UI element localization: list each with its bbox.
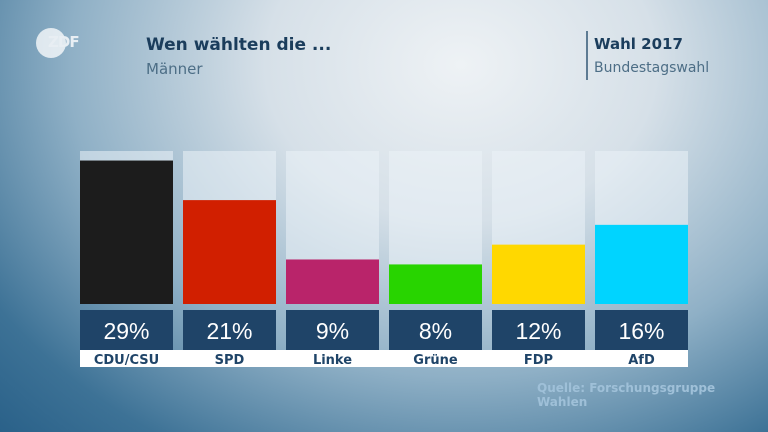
bar: [389, 264, 482, 304]
bar: [595, 224, 688, 304]
value-box: [286, 310, 379, 350]
value-box: [183, 310, 276, 350]
bar: [286, 259, 379, 304]
chart-subtitle: Männer: [146, 60, 203, 78]
chart-title: Wen wählten die ...: [146, 35, 332, 55]
election-title: Wahl 2017: [594, 35, 683, 53]
category-label: Grüne: [413, 353, 458, 368]
value-box: [389, 310, 482, 350]
value-label: 12%: [515, 318, 561, 344]
value-label: 8%: [419, 318, 452, 344]
label-strip: [80, 350, 688, 367]
category-label: FDP: [524, 353, 553, 368]
zdf-logo-text: ZDF: [48, 33, 80, 51]
election-subtitle: Bundestagswahl: [594, 60, 710, 76]
value-label: 29%: [103, 318, 149, 344]
value-label: 9%: [316, 318, 349, 344]
category-label: AfD: [628, 353, 655, 368]
value-label: 21%: [206, 318, 252, 344]
zdf-logo: [36, 28, 66, 58]
value-box: [595, 310, 688, 350]
source-note: Quelle: Forschungsgruppe Wahlen: [537, 381, 716, 409]
bar: [183, 200, 276, 304]
header-divider: [586, 31, 588, 80]
category-label: SPD: [215, 353, 245, 368]
value-label: 16%: [618, 318, 664, 344]
category-label: Linke: [313, 353, 352, 368]
bar: [80, 160, 173, 304]
category-label: CDU/CSU: [94, 353, 159, 368]
value-box: [492, 310, 585, 350]
value-box: [80, 310, 173, 350]
bar: [492, 244, 585, 304]
